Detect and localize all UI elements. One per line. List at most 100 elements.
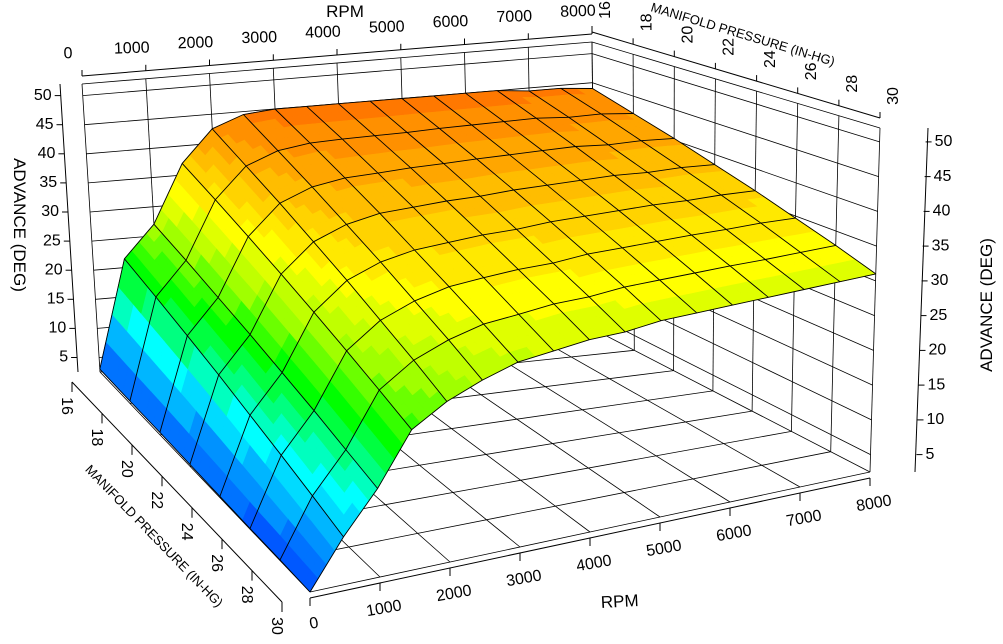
front-map-tick-label: 24 bbox=[178, 523, 195, 541]
right-advance-tick-label: 5 bbox=[926, 446, 935, 463]
surface-cell bbox=[406, 128, 478, 164]
surface-cell bbox=[380, 249, 450, 302]
surface-cell bbox=[552, 253, 626, 298]
surface-cell bbox=[470, 121, 544, 156]
surface-cell bbox=[586, 247, 661, 288]
mesh-line-rpm bbox=[369, 100, 626, 333]
mesh-line-rpm bbox=[338, 103, 590, 341]
top-rpm-tick-label: 2000 bbox=[177, 34, 213, 52]
right-advance-tick-label: 15 bbox=[928, 376, 946, 393]
top-map-tick-label: 30 bbox=[885, 87, 902, 105]
surface-cell bbox=[550, 215, 623, 255]
left-advance-tick-label: 20 bbox=[45, 261, 63, 278]
right-wall-grid-line bbox=[591, 53, 880, 143]
top-rpm-tick-label: 3000 bbox=[241, 29, 277, 47]
mesh-line-rpm bbox=[560, 87, 841, 283]
mesh-line-rpm bbox=[401, 98, 662, 322]
right-advance-tick-label: 35 bbox=[932, 237, 950, 254]
right-wall-top-edge bbox=[591, 41, 881, 129]
surface-cell bbox=[640, 138, 716, 168]
right-advance-axis-title: ADVANCE (DEG) bbox=[977, 238, 996, 372]
bottom-rpm-tick-label: 0 bbox=[308, 615, 320, 633]
floor-grid-line bbox=[279, 451, 831, 561]
surface-cell bbox=[305, 103, 376, 140]
surface-cell bbox=[546, 179, 620, 217]
back-wall-grid-line bbox=[82, 53, 593, 96]
bottom-rpm-tick-label: 4000 bbox=[575, 552, 613, 575]
surface-cell bbox=[341, 135, 412, 174]
surface-cell bbox=[503, 117, 577, 151]
surface-cell bbox=[588, 286, 662, 333]
mesh-line-rpm bbox=[211, 128, 448, 402]
surface-cell bbox=[346, 261, 416, 321]
surface-cell bbox=[99, 258, 157, 402]
surface-cell bbox=[379, 206, 450, 251]
surface-cell bbox=[584, 210, 658, 249]
floor-grid-line bbox=[594, 329, 871, 473]
surface-cell bbox=[410, 163, 481, 202]
mesh-line-rpm bbox=[153, 223, 378, 489]
bottom-rpm-axis-title: RPM bbox=[600, 591, 639, 612]
left-advance-tick-label: 40 bbox=[38, 145, 56, 162]
surface-cell bbox=[345, 212, 416, 263]
surface-cell bbox=[217, 236, 282, 336]
surface-cell bbox=[443, 158, 515, 197]
floor-grid-line bbox=[99, 371, 311, 593]
surface-cell bbox=[694, 265, 770, 306]
surface-cell bbox=[245, 150, 313, 204]
surface-cell bbox=[345, 389, 413, 490]
mesh-line-rpm bbox=[496, 90, 769, 298]
left-advance-axis-title: ADVANCE (DEG) bbox=[10, 158, 29, 292]
front-map-tick-label: 28 bbox=[238, 586, 255, 604]
surface-cell bbox=[313, 350, 380, 451]
right-wall-grid-line bbox=[592, 82, 879, 177]
right-advance-tick-label: 50 bbox=[935, 133, 953, 150]
surface-cell bbox=[309, 138, 379, 179]
top-map-tick-label: 26 bbox=[803, 62, 820, 80]
right-wall-grid-line bbox=[869, 127, 881, 473]
surface-mesh bbox=[99, 87, 877, 593]
surface-cell bbox=[448, 277, 520, 325]
surface-cell bbox=[760, 217, 837, 253]
surface-cell bbox=[412, 200, 484, 243]
surface-cell bbox=[658, 272, 734, 314]
front-map-tick-label: 18 bbox=[88, 429, 105, 447]
front-map-tick-label: 16 bbox=[58, 397, 75, 415]
surface-cell bbox=[448, 323, 519, 381]
front-map-tick-label: 30 bbox=[268, 617, 285, 635]
surface-cell bbox=[277, 142, 346, 188]
surface-cell bbox=[377, 167, 448, 208]
left-advance-tick-label: 10 bbox=[49, 320, 67, 337]
surface-cell bbox=[413, 242, 485, 288]
back-wall-grid-line bbox=[81, 83, 101, 373]
top-rpm-axis-title: RPM bbox=[326, 2, 364, 21]
right-wall-grid-line bbox=[830, 115, 840, 452]
mesh-line-rpm bbox=[465, 92, 733, 306]
front-map-tick-label: 20 bbox=[118, 460, 135, 478]
front-map-tick-label: 22 bbox=[148, 491, 165, 509]
surface-cell bbox=[247, 202, 314, 275]
surface-cell bbox=[189, 374, 251, 497]
left-advance-tick-label: 15 bbox=[47, 291, 65, 308]
surface-cell bbox=[764, 252, 841, 290]
surface-cell bbox=[553, 296, 626, 341]
right-advance-axis-line bbox=[914, 127, 929, 473]
left-advance-tick-label: 5 bbox=[59, 349, 68, 366]
top-rpm-tick-label: 6000 bbox=[432, 13, 468, 31]
bottom-rpm-tick-label: 5000 bbox=[645, 537, 683, 560]
mesh-line-rpm bbox=[592, 88, 877, 275]
axes bbox=[54, 26, 932, 612]
top-rpm-tick-label: 8000 bbox=[560, 3, 596, 21]
surface-cell bbox=[623, 279, 698, 322]
left-advance-tick-label: 50 bbox=[34, 87, 52, 104]
surface-cell bbox=[159, 335, 220, 465]
right-advance-tick-label: 10 bbox=[927, 411, 945, 428]
mesh-line-rpm bbox=[124, 258, 344, 538]
mesh-line-rpm bbox=[243, 114, 483, 381]
bottom-rpm-tick-label: 7000 bbox=[785, 507, 823, 530]
top-map-axis-title: MANIFOLD PRESSURE (IN-HG) bbox=[649, 0, 837, 69]
bottom-rpm-tick-label: 3000 bbox=[505, 567, 543, 590]
surface-cell bbox=[613, 172, 688, 206]
floor-grid-line bbox=[532, 334, 801, 488]
back-wall-top-edge bbox=[81, 41, 593, 85]
